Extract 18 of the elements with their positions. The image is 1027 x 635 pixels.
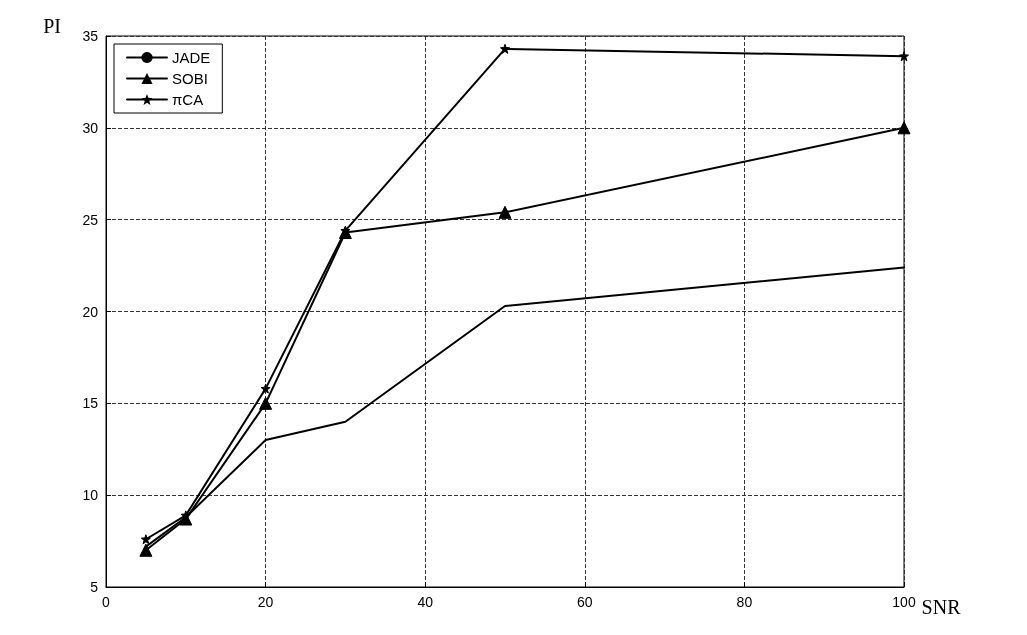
y-tick-label: 30 <box>82 119 99 136</box>
y-tick-label: 35 <box>82 28 99 44</box>
y-tick-label: 5 <box>90 579 99 595</box>
x-tick-label: 80 <box>736 594 753 610</box>
legend-label: SOBI <box>172 70 208 87</box>
x-tick-label: 100 <box>892 594 916 610</box>
x-tick-label: 0 <box>102 594 111 610</box>
y-tick-label: 25 <box>82 211 99 228</box>
y-tick-label: 10 <box>82 487 99 504</box>
legend-label: πCA <box>172 91 204 108</box>
y-tick-label: 15 <box>82 395 99 412</box>
x-tick-label: 40 <box>417 594 434 610</box>
x-tick-label: 20 <box>257 594 274 610</box>
y-tick-label: 20 <box>82 303 99 320</box>
x-tick-label: 60 <box>577 594 593 610</box>
y-axis-title: PI <box>43 15 61 37</box>
x-axis-title: SNR <box>921 596 962 618</box>
legend-label: JADE <box>172 49 211 66</box>
